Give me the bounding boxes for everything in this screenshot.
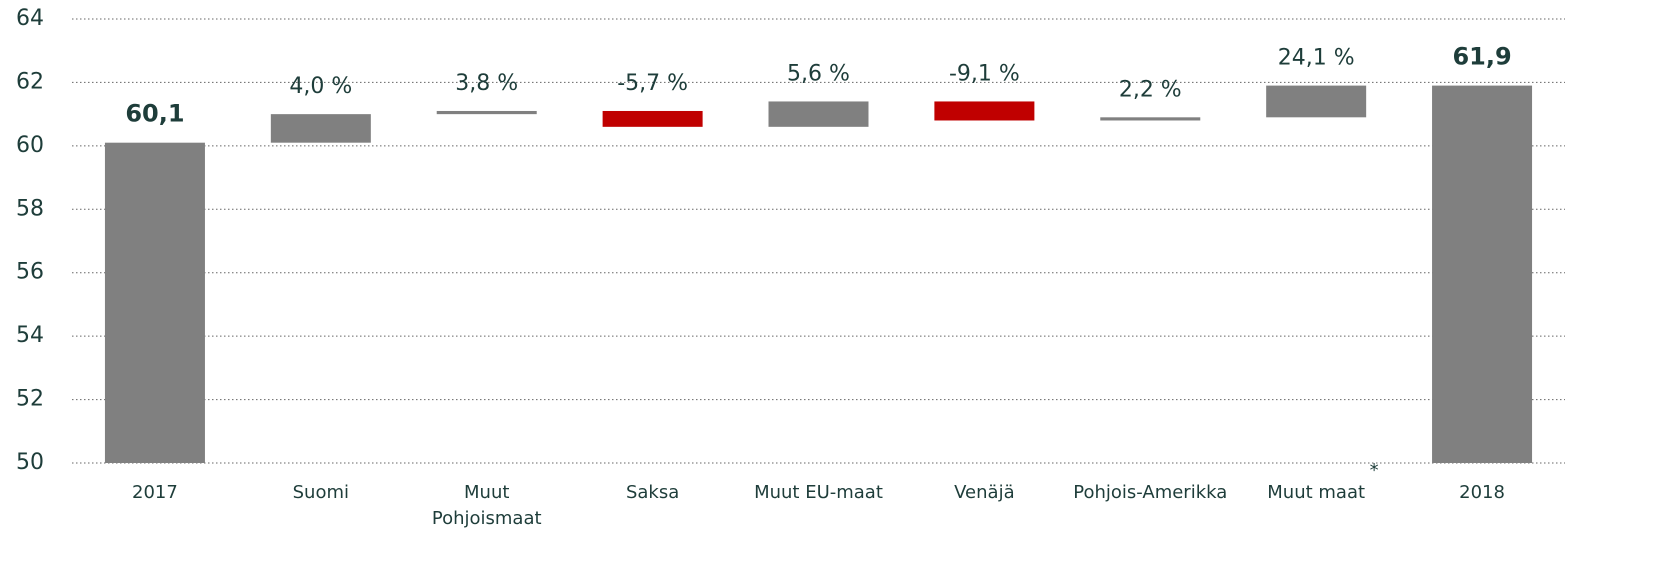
- bar: [934, 101, 1035, 121]
- x-tick-label: Venäjä: [954, 482, 1015, 503]
- change-label: 24,1 %: [1278, 46, 1355, 71]
- x-tick-label: Pohjois-Amerikka: [1073, 482, 1228, 503]
- change-label: -9,1 %: [949, 61, 1020, 86]
- value-label: 61,9: [1452, 43, 1511, 71]
- change-label: -5,7 %: [617, 71, 688, 96]
- bar: [768, 101, 869, 127]
- y-tick-label: 60: [16, 133, 44, 158]
- y-tick-label: 52: [16, 387, 44, 412]
- bar: [1266, 85, 1367, 118]
- x-tick-label: Suomi: [292, 482, 350, 503]
- bar: [270, 114, 371, 143]
- change-label: 3,8 %: [455, 71, 518, 96]
- x-tick-label: 2018: [1459, 482, 1505, 503]
- bar: [104, 142, 205, 463]
- y-tick-label: 54: [16, 323, 44, 348]
- bar: [1100, 117, 1201, 121]
- bar: [436, 110, 537, 115]
- value-label: 60,1: [125, 100, 184, 128]
- change-label: 5,6 %: [787, 61, 850, 86]
- x-tick-label: 2017: [132, 482, 178, 503]
- bar: [602, 110, 703, 127]
- y-tick-label: 50: [16, 450, 44, 475]
- x-tick-label: Muut maat: [1267, 482, 1366, 503]
- change-label: 4,0 %: [289, 74, 352, 99]
- bar: [1432, 85, 1533, 463]
- y-tick-label: 58: [16, 196, 44, 221]
- footnote-mark: *: [1370, 460, 1379, 481]
- y-tick-label: 64: [16, 6, 44, 31]
- x-tick-label: Muut EU-maat: [754, 482, 883, 503]
- y-tick-label: 62: [16, 69, 44, 94]
- change-label: 2,2 %: [1119, 77, 1182, 102]
- x-tick-label: Saksa: [625, 482, 680, 503]
- y-tick-label: 56: [16, 260, 44, 285]
- x-tick-label: Muut Pohjoismaat: [431, 482, 542, 529]
